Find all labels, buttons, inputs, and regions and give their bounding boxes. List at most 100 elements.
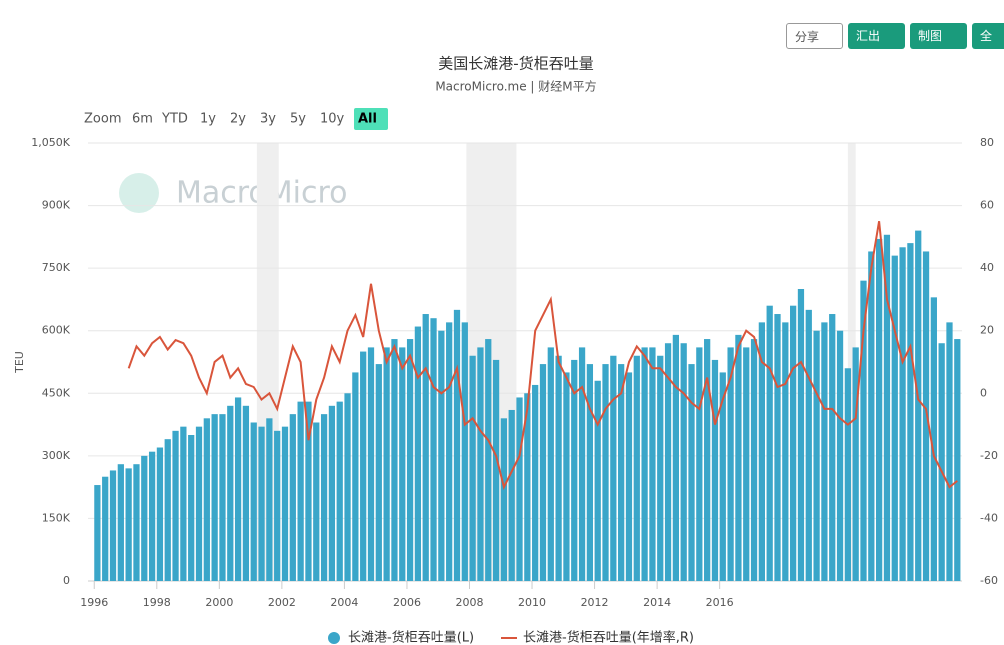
fullscreen-button[interactable]: 全 (972, 23, 1004, 49)
range-button[interactable]: All (358, 112, 377, 127)
bar (438, 330, 445, 581)
bar (766, 305, 773, 581)
bar (274, 430, 281, 581)
bar (633, 355, 640, 581)
bar (883, 234, 891, 581)
bar (930, 297, 937, 581)
bar (524, 393, 531, 581)
x-tick-label: 1998 (143, 596, 171, 609)
bar (367, 347, 375, 581)
bar (195, 426, 203, 581)
bar (281, 426, 289, 581)
export-button[interactable]: 汇出 (848, 23, 905, 49)
bar (297, 401, 304, 581)
range-button[interactable]: 1y (200, 112, 216, 127)
bar (313, 422, 320, 581)
range-button[interactable]: 3y (260, 112, 276, 127)
shaded-period (466, 143, 517, 581)
bar (813, 330, 820, 581)
y2-tick-label: -20 (980, 449, 998, 462)
bar (148, 451, 156, 581)
range-button[interactable]: YTD (161, 112, 188, 127)
x-tick-label: 2010 (518, 596, 546, 609)
y2-tick-label: -40 (980, 511, 998, 524)
bar (133, 464, 140, 581)
bar (500, 418, 508, 581)
bar (938, 343, 945, 581)
y2-tick-label: 0 (980, 386, 987, 399)
bar (266, 418, 273, 581)
x-tick-label: 1996 (80, 596, 108, 609)
bar (406, 339, 414, 581)
bar (954, 339, 961, 581)
bar (578, 347, 586, 581)
bar (227, 405, 234, 581)
bar (797, 289, 805, 581)
range-button-bg (354, 108, 388, 130)
range-button[interactable]: 10y (320, 112, 345, 127)
bar (555, 355, 562, 581)
y2-tick-label: -60 (980, 574, 998, 587)
bar (735, 334, 742, 581)
y2-tick-label: 80 (980, 136, 994, 149)
bar (876, 238, 883, 581)
zoom-label: Zoom (84, 112, 121, 127)
bar (289, 414, 296, 581)
range-button[interactable]: 2y (230, 112, 246, 127)
legend-label[interactable]: 长滩港-货柜吞吐量(L) (348, 630, 474, 645)
bar (469, 355, 476, 581)
bar (946, 322, 953, 581)
bar (915, 230, 922, 581)
x-tick-label: 2012 (581, 596, 609, 609)
line (127, 221, 958, 490)
bar (102, 476, 109, 581)
bar (704, 339, 711, 581)
bar (688, 364, 695, 581)
bar (117, 464, 124, 581)
bar (352, 372, 359, 581)
chart-title: 美国长滩港-货柜吞吐量 (438, 55, 593, 73)
legend-label[interactable]: 长滩港-货柜吞吐量(年增率,R) (523, 630, 694, 645)
x-tick-label: 2002 (268, 596, 296, 609)
share-button[interactable]: 分享 (786, 23, 843, 49)
bar (836, 330, 844, 581)
bar (360, 351, 367, 581)
bar (485, 339, 492, 581)
bar (602, 364, 609, 581)
bar (805, 309, 812, 581)
bar (539, 364, 547, 581)
bar (305, 401, 312, 581)
bar (821, 322, 828, 581)
bar (141, 455, 148, 581)
bar (156, 447, 164, 581)
bar (829, 314, 836, 581)
y2-tick-label: 60 (980, 199, 994, 212)
bar (94, 485, 101, 581)
bar (125, 468, 132, 581)
range-button[interactable]: 5y (290, 112, 306, 127)
shaded-period (256, 143, 279, 581)
draw-button[interactable]: 制图 (910, 23, 967, 49)
bar (414, 326, 422, 581)
y-tick-label: 750K (42, 261, 71, 274)
bar (680, 343, 687, 581)
x-tick-label: 2004 (330, 596, 358, 609)
y-tick-label: 1,050K (31, 136, 70, 149)
bar (477, 347, 484, 581)
bar (250, 422, 257, 581)
x-tick-label: 2014 (643, 596, 671, 609)
range-button[interactable]: 6m (132, 112, 153, 127)
bar (672, 334, 680, 581)
chart-subtitle: MacroMicro.me | 财经M平方 (435, 79, 596, 94)
y2-tick-label: 20 (980, 324, 994, 337)
bar (547, 347, 554, 581)
bar (258, 426, 265, 581)
bar (492, 359, 500, 581)
watermark-logo (119, 173, 159, 213)
x-tick-label: 2016 (706, 596, 734, 609)
bar (696, 347, 703, 581)
bar (711, 359, 719, 581)
bar (375, 364, 382, 581)
